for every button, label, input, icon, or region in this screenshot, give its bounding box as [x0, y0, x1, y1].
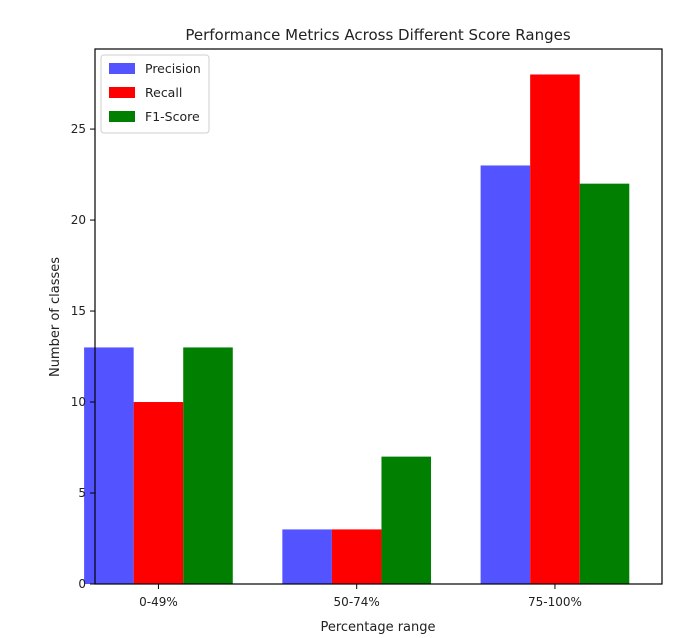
legend-swatch [109, 111, 135, 122]
y-axis-ticks: 0 5 10 15 20 25 [71, 122, 95, 591]
legend-label: F1-Score [145, 109, 200, 124]
bar-recall-2 [530, 74, 580, 584]
legend-label: Recall [145, 85, 182, 100]
y-axis-label: Number of classes [48, 257, 63, 377]
bar-f1-score-1 [381, 456, 432, 584]
legend-swatch [109, 87, 135, 98]
bar-precision-0 [84, 347, 134, 584]
x-axis-label: Percentage range [320, 620, 435, 635]
bar-recall-1 [331, 529, 382, 584]
x-tick-label: 75-100% [528, 595, 582, 609]
plot-area-frame [94, 48, 663, 585]
x-axis-ticks: 0-49% 50-74% 75-100% [139, 584, 582, 609]
bar-precision-1 [282, 529, 332, 584]
bar-f1-score-2 [579, 183, 630, 584]
y-tick-label: 10 [71, 395, 86, 409]
y-tick-label: 25 [71, 122, 86, 136]
y-tick-label: 15 [71, 304, 86, 318]
x-tick-label: 50-74% [334, 595, 380, 609]
y-tick-label: 20 [71, 213, 86, 227]
y-tick-label: 5 [78, 486, 86, 500]
legend: Precision Recall F1-Score [100, 54, 210, 134]
x-tick-label: 0-49% [139, 595, 178, 609]
bar-f1-score-0 [183, 347, 233, 584]
bars-group [84, 74, 630, 584]
bar-recall-0 [133, 402, 184, 584]
bar-precision-2 [480, 165, 531, 584]
chart-title: Performance Metrics Across Different Sco… [185, 26, 571, 44]
legend-label: Precision [145, 61, 201, 76]
y-tick-label: 0 [78, 577, 86, 591]
legend-swatch [109, 63, 135, 74]
